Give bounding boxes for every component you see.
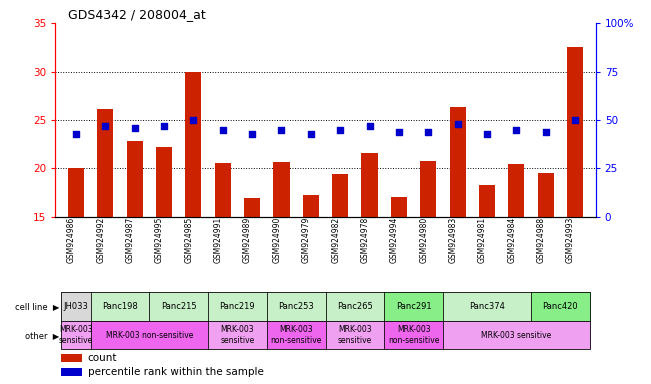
Bar	[567, 47, 583, 217]
Bar	[208, 292, 267, 321]
Bar	[303, 195, 319, 217]
Bar	[68, 167, 84, 217]
Bar	[273, 162, 290, 217]
Text: GSM924989: GSM924989	[243, 217, 252, 263]
Text: count: count	[88, 353, 117, 363]
Point	[100, 123, 111, 129]
Point	[394, 129, 404, 135]
Text: GSM924991: GSM924991	[214, 217, 223, 263]
Text: MRK-003 sensitive: MRK-003 sensitive	[481, 331, 551, 339]
Text: JH033: JH033	[63, 302, 89, 311]
Bar	[61, 368, 82, 376]
Bar	[186, 73, 201, 217]
Point	[188, 117, 199, 123]
Bar	[384, 292, 443, 321]
Point	[511, 127, 521, 133]
Text: other  ▶: other ▶	[25, 331, 60, 339]
Bar	[326, 321, 384, 349]
Text: Panc215: Panc215	[161, 302, 197, 311]
Text: percentile rank within the sample: percentile rank within the sample	[88, 367, 264, 377]
Text: GSM924986: GSM924986	[67, 217, 76, 263]
Text: Panc291: Panc291	[396, 302, 432, 311]
Text: MRK-003
sensitive: MRK-003 sensitive	[59, 325, 93, 345]
Point	[71, 131, 81, 137]
Text: GSM924978: GSM924978	[361, 217, 370, 263]
Text: GSM924981: GSM924981	[478, 217, 487, 263]
Text: GSM924985: GSM924985	[184, 217, 193, 263]
Bar	[126, 141, 143, 217]
Text: GSM924984: GSM924984	[507, 217, 516, 263]
Bar	[244, 198, 260, 217]
Text: GSM924993: GSM924993	[566, 217, 575, 263]
Point	[247, 131, 257, 137]
Bar	[420, 161, 436, 217]
Text: GSM924990: GSM924990	[273, 217, 281, 263]
Point	[276, 127, 286, 133]
Point	[540, 129, 551, 135]
Point	[335, 127, 346, 133]
Point	[482, 131, 492, 137]
Bar	[450, 108, 465, 217]
Bar	[326, 292, 384, 321]
Point	[305, 131, 316, 137]
Text: GSM924980: GSM924980	[419, 217, 428, 263]
Bar	[149, 292, 208, 321]
Text: Panc374: Panc374	[469, 302, 505, 311]
Text: MRK-003
non-sensitive: MRK-003 non-sensitive	[270, 325, 322, 345]
Text: MRK-003 non-sensitive: MRK-003 non-sensitive	[105, 331, 193, 339]
Text: GSM924983: GSM924983	[449, 217, 458, 263]
Bar	[61, 354, 82, 362]
Bar	[208, 321, 267, 349]
Bar	[384, 321, 443, 349]
Bar	[90, 292, 149, 321]
Text: GSM924987: GSM924987	[126, 217, 135, 263]
Bar	[215, 163, 231, 217]
Bar	[61, 321, 90, 349]
Bar	[90, 321, 208, 349]
Bar	[391, 197, 407, 217]
Text: MRK-003
non-sensitive: MRK-003 non-sensitive	[388, 325, 439, 345]
Bar	[97, 109, 113, 217]
Bar	[61, 292, 90, 321]
Text: GSM924992: GSM924992	[96, 217, 105, 263]
Text: GSM924995: GSM924995	[155, 217, 164, 263]
Text: GSM924982: GSM924982	[331, 217, 340, 263]
Text: GDS4342 / 208004_at: GDS4342 / 208004_at	[68, 8, 206, 21]
Bar	[479, 185, 495, 217]
Point	[159, 123, 169, 129]
Text: cell line  ▶: cell line ▶	[16, 302, 60, 311]
Bar	[267, 292, 326, 321]
Text: MRK-003
sensitive: MRK-003 sensitive	[338, 325, 372, 345]
Bar	[156, 147, 172, 217]
Point	[452, 121, 463, 127]
Text: Panc198: Panc198	[102, 302, 138, 311]
Bar	[443, 292, 531, 321]
Bar	[531, 292, 590, 321]
Point	[423, 129, 434, 135]
Bar	[443, 321, 590, 349]
Text: GSM924988: GSM924988	[536, 217, 546, 263]
Point	[365, 123, 375, 129]
Text: Panc420: Panc420	[543, 302, 578, 311]
Point	[130, 125, 140, 131]
Text: GSM924979: GSM924979	[302, 217, 311, 263]
Text: Panc265: Panc265	[337, 302, 373, 311]
Text: Panc253: Panc253	[278, 302, 314, 311]
Bar	[267, 321, 326, 349]
Bar	[332, 174, 348, 217]
Text: MRK-003
sensitive: MRK-003 sensitive	[220, 325, 255, 345]
Bar	[361, 153, 378, 217]
Bar	[508, 164, 525, 217]
Text: Panc219: Panc219	[219, 302, 255, 311]
Point	[570, 117, 580, 123]
Point	[217, 127, 228, 133]
Text: GSM924994: GSM924994	[390, 217, 399, 263]
Bar	[538, 173, 554, 217]
